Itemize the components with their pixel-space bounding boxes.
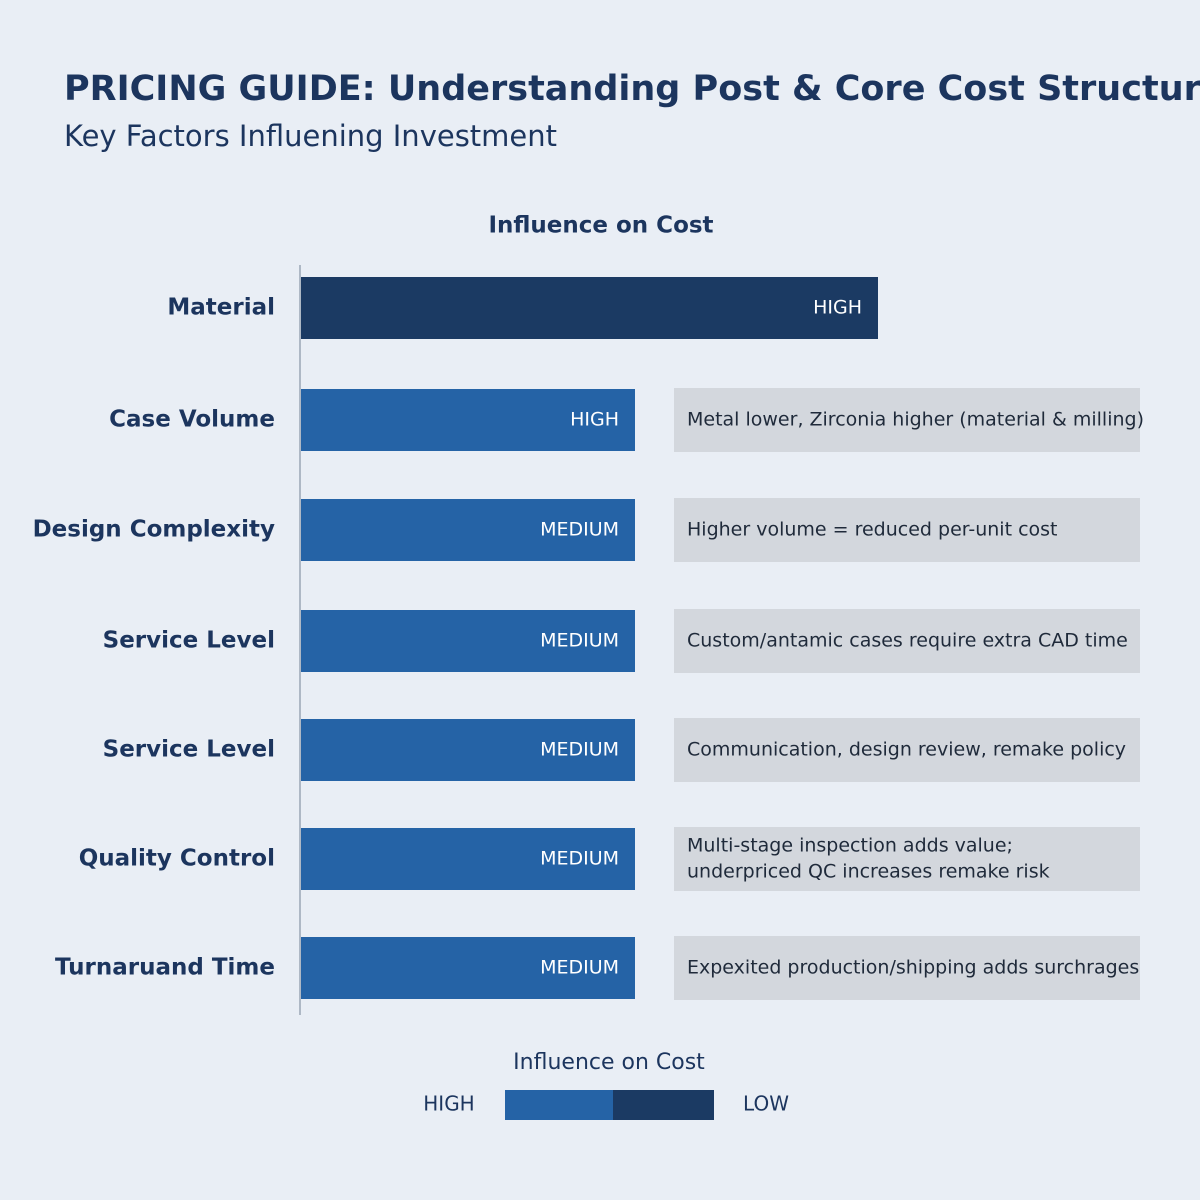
bar [301,389,635,451]
level-label: HIGH [570,409,619,431]
level-label: MEDIUM [540,519,619,541]
level-label: MEDIUM [540,630,619,652]
note-box [674,498,1140,562]
note-text: Higher volume = reduced per-unit cost [687,519,1058,541]
note-box [674,388,1140,452]
bar [301,277,878,339]
note-text: Metal lower, Zirconia higher (material &… [687,409,1144,431]
note-box [674,609,1140,673]
level-label: MEDIUM [540,957,619,979]
bar [301,828,635,890]
factor-label: Quality Control [79,846,275,872]
note-text: underpriced QC increases remake risk [687,861,1050,883]
note-text: Communication, design review, remake pol… [687,739,1126,761]
level-label: MEDIUM [540,739,619,761]
legend-title: Influence on Cost [513,1050,705,1075]
factor-label: Turnaruand Time [55,955,275,981]
legend-low: LOW [743,1092,789,1116]
legend-swatch [613,1090,714,1120]
level-label: MEDIUM [540,848,619,870]
note-box [674,827,1140,891]
factor-label: Service Level [103,737,275,763]
note-text: Expexited production/shipping adds surch… [687,957,1139,979]
bar [301,499,635,561]
note-text: Multi-stage inspection adds value; [687,835,1013,857]
chart-heading: Influence on Cost [488,213,713,239]
note-box [674,718,1140,782]
title: PRICING GUIDE: Understanding Post & Core… [64,69,1200,109]
legend-high: HIGH [423,1092,474,1116]
bar [301,610,635,672]
bar [301,719,635,781]
subtitle: Key Factors Influening Investment [64,119,557,153]
level-label: HIGH [813,297,862,319]
bar [301,937,635,999]
note-box [674,936,1140,1000]
note-text: Custom/antamic cases require extra CAD t… [687,630,1128,652]
rows: Material HIGH Case Volume HIGH Metal lower, … [33,277,1144,1000]
factor-label: Service Level [103,628,275,654]
factor-label: Design Complexity [33,517,275,543]
factor-label: Material [167,295,275,321]
factor-label: Case Volume [109,407,275,433]
legend-swatch [505,1090,613,1120]
